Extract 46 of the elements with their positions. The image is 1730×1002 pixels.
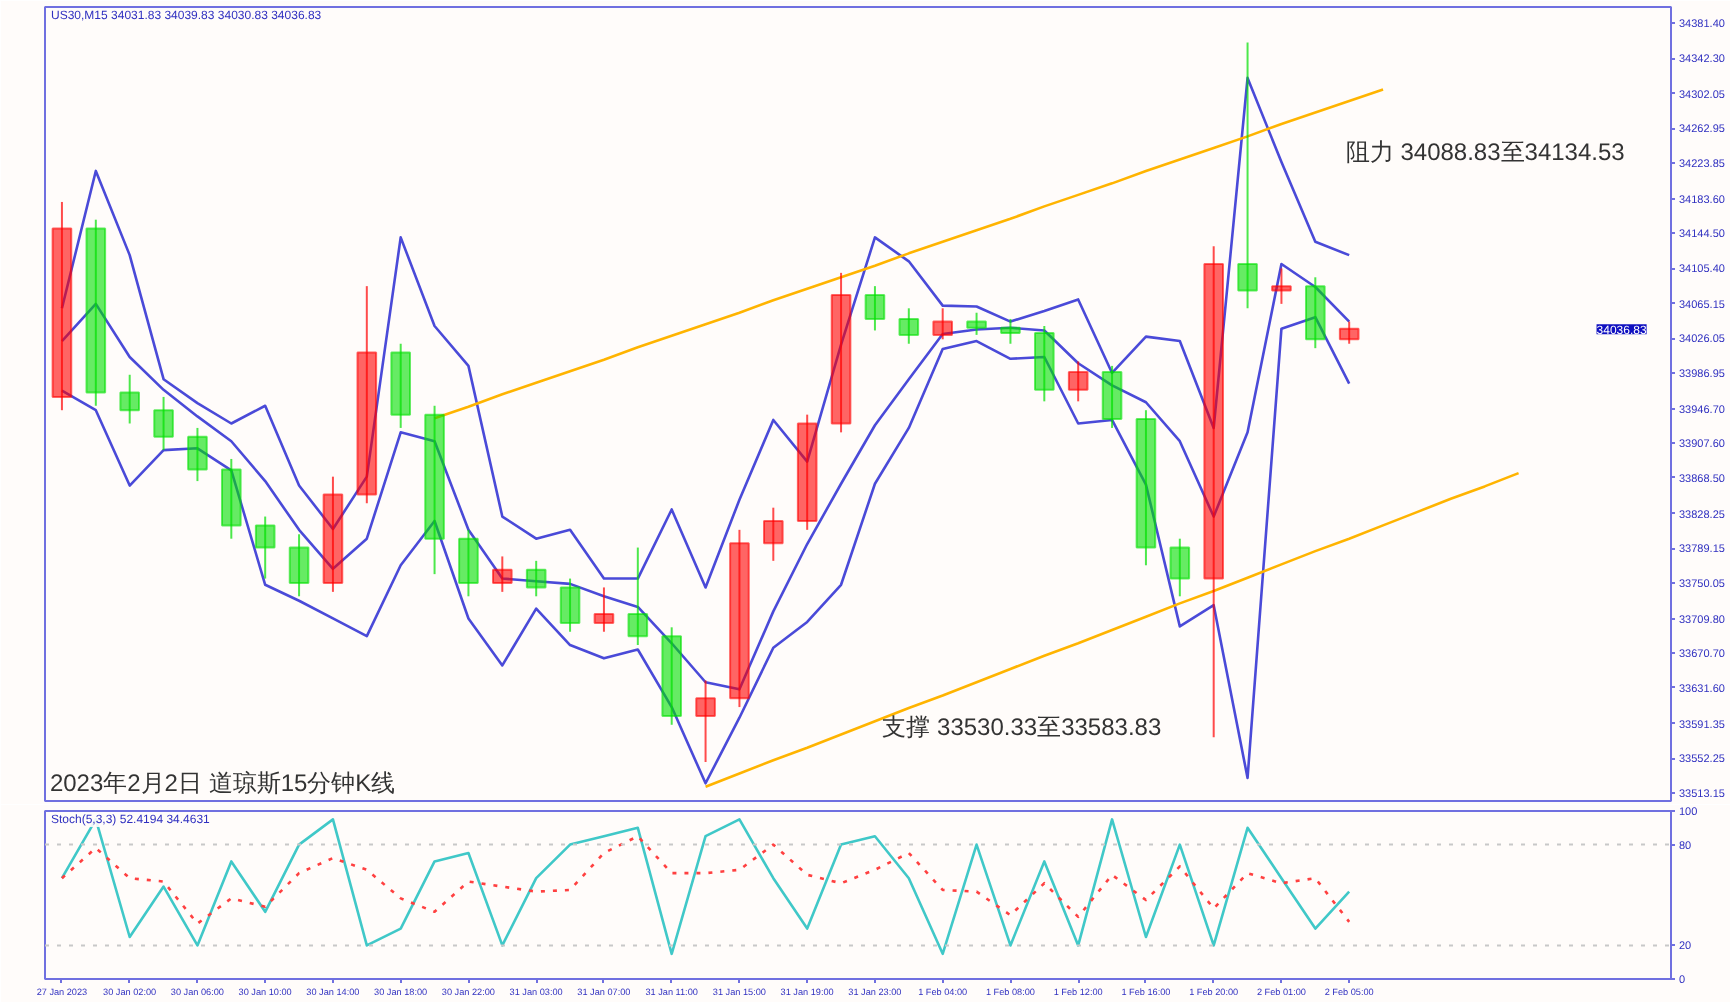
- candlestick: [1067, 360, 1089, 403]
- candlestick: [1000, 317, 1021, 345]
- candlestick: [1203, 245, 1224, 739]
- candlestick: [932, 307, 953, 341]
- candlestick: [796, 413, 818, 531]
- candlestick: [559, 577, 581, 633]
- candlestick: [898, 307, 920, 345]
- candlestick: [288, 533, 310, 598]
- candlestick: [1135, 409, 1157, 567]
- candlestick: [763, 506, 784, 562]
- candlestick: [830, 271, 852, 434]
- candlestick: [1101, 364, 1123, 429]
- candlestick: [1305, 276, 1326, 350]
- candlestick: [1338, 320, 1360, 345]
- candlestick: [1034, 325, 1055, 403]
- candlestick: [1169, 537, 1191, 598]
- candlestick: [627, 546, 649, 647]
- annotation: 2023年2月2日 道琼斯15分钟K线: [49, 769, 396, 798]
- candlestick: [492, 555, 513, 593]
- candlestick: [254, 515, 276, 580]
- candlestick: [356, 285, 378, 505]
- candlestick: [864, 285, 886, 332]
- candlestick: [525, 559, 547, 598]
- line-series: [60, 834, 1351, 925]
- candlestick: [153, 395, 174, 452]
- line-series: [60, 76, 1351, 589]
- candlestick: [390, 342, 411, 429]
- candlestick: [187, 426, 208, 483]
- candlestick: [695, 679, 716, 764]
- candlestick: [593, 586, 615, 633]
- candlestick: [424, 404, 445, 576]
- candlestick: [729, 528, 750, 709]
- candlestick: [85, 218, 107, 407]
- candlestick: [51, 200, 73, 412]
- candlestick: [661, 626, 682, 726]
- candlestick: [221, 457, 242, 540]
- candlestick: [1271, 267, 1292, 305]
- line-series: [704, 471, 1520, 789]
- candlestick: [322, 475, 344, 593]
- annotation: 阻力 34088.83至34134.53: [1345, 137, 1626, 166]
- candlestick: [119, 373, 140, 425]
- line-series: [60, 262, 1351, 691]
- annotation: 支撑 33530.33至33583.83: [882, 713, 1162, 742]
- candlestick: [1237, 41, 1258, 310]
- candlestick: [966, 311, 987, 336]
- candlestick: [458, 528, 479, 598]
